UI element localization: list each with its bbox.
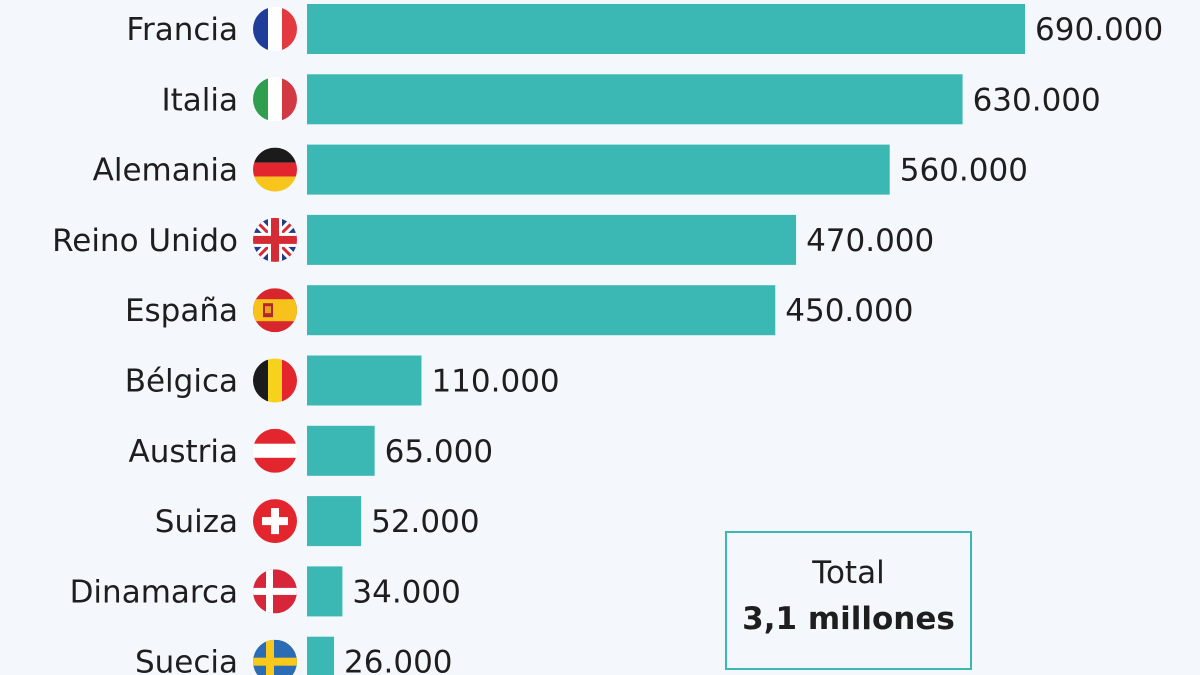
flag-germany-icon [253, 147, 297, 192]
total-label: Total [812, 555, 885, 591]
bar [307, 214, 797, 265]
chart-row: Alemania 560.000 [93, 144, 1028, 195]
flag-uk-icon [253, 217, 297, 262]
category-label: Francia [126, 12, 238, 48]
chart-row: Reino Unido 470.000 [52, 214, 934, 265]
bar [307, 355, 422, 406]
flag-france-icon [253, 7, 297, 51]
bar [307, 425, 375, 476]
bar [307, 636, 335, 675]
category-label: Bélgica [125, 364, 238, 400]
chart-row: Dinamarca 34.000 [70, 566, 461, 617]
bar [307, 144, 890, 195]
bar [307, 74, 963, 125]
category-label: Suiza [155, 504, 238, 540]
flag-switzerland-icon [253, 499, 297, 544]
value-label: 65.000 [385, 434, 493, 470]
flag-austria-icon [253, 428, 297, 473]
chart-row: Italia 630.000 [161, 74, 1101, 125]
chart-row: Suiza 52.000 [155, 496, 480, 547]
chart-row: Bélgica 110.000 [125, 355, 560, 406]
value-label: 560.000 [900, 153, 1028, 189]
value-label: 470.000 [806, 223, 934, 259]
category-label: Suecia [135, 645, 238, 675]
category-label: Italia [161, 82, 238, 118]
bar [307, 566, 343, 617]
value-label: 450.000 [785, 293, 913, 329]
value-label: 26.000 [344, 645, 452, 675]
category-label: España [125, 293, 238, 329]
value-label: 110.000 [431, 364, 559, 400]
value-label: 34.000 [352, 574, 460, 610]
flag-denmark-icon [253, 569, 297, 614]
category-label: Reino Unido [52, 223, 238, 259]
flag-spain-icon [253, 288, 297, 333]
chart-row: Austria 65.000 [128, 425, 493, 476]
chart-row: Francia 690.000 [126, 4, 1163, 54]
flag-sweden-icon [253, 639, 297, 675]
value-label: 52.000 [371, 504, 479, 540]
chart-row: España 450.000 [125, 285, 913, 336]
bar [307, 285, 776, 336]
category-label: Alemania [93, 153, 238, 189]
bar [307, 4, 1025, 54]
value-label: 690.000 [1035, 12, 1163, 48]
category-label: Austria [128, 434, 238, 470]
flag-belgium-icon [253, 358, 297, 403]
category-label: Dinamarca [70, 574, 238, 610]
flag-italy-icon [253, 77, 297, 122]
value-label: 630.000 [973, 82, 1101, 118]
total-box: Total 3,1 millones [725, 531, 972, 670]
bar [307, 496, 362, 547]
chart-row: Suecia 26.000 [135, 636, 453, 675]
total-value: 3,1 millones [742, 601, 955, 637]
